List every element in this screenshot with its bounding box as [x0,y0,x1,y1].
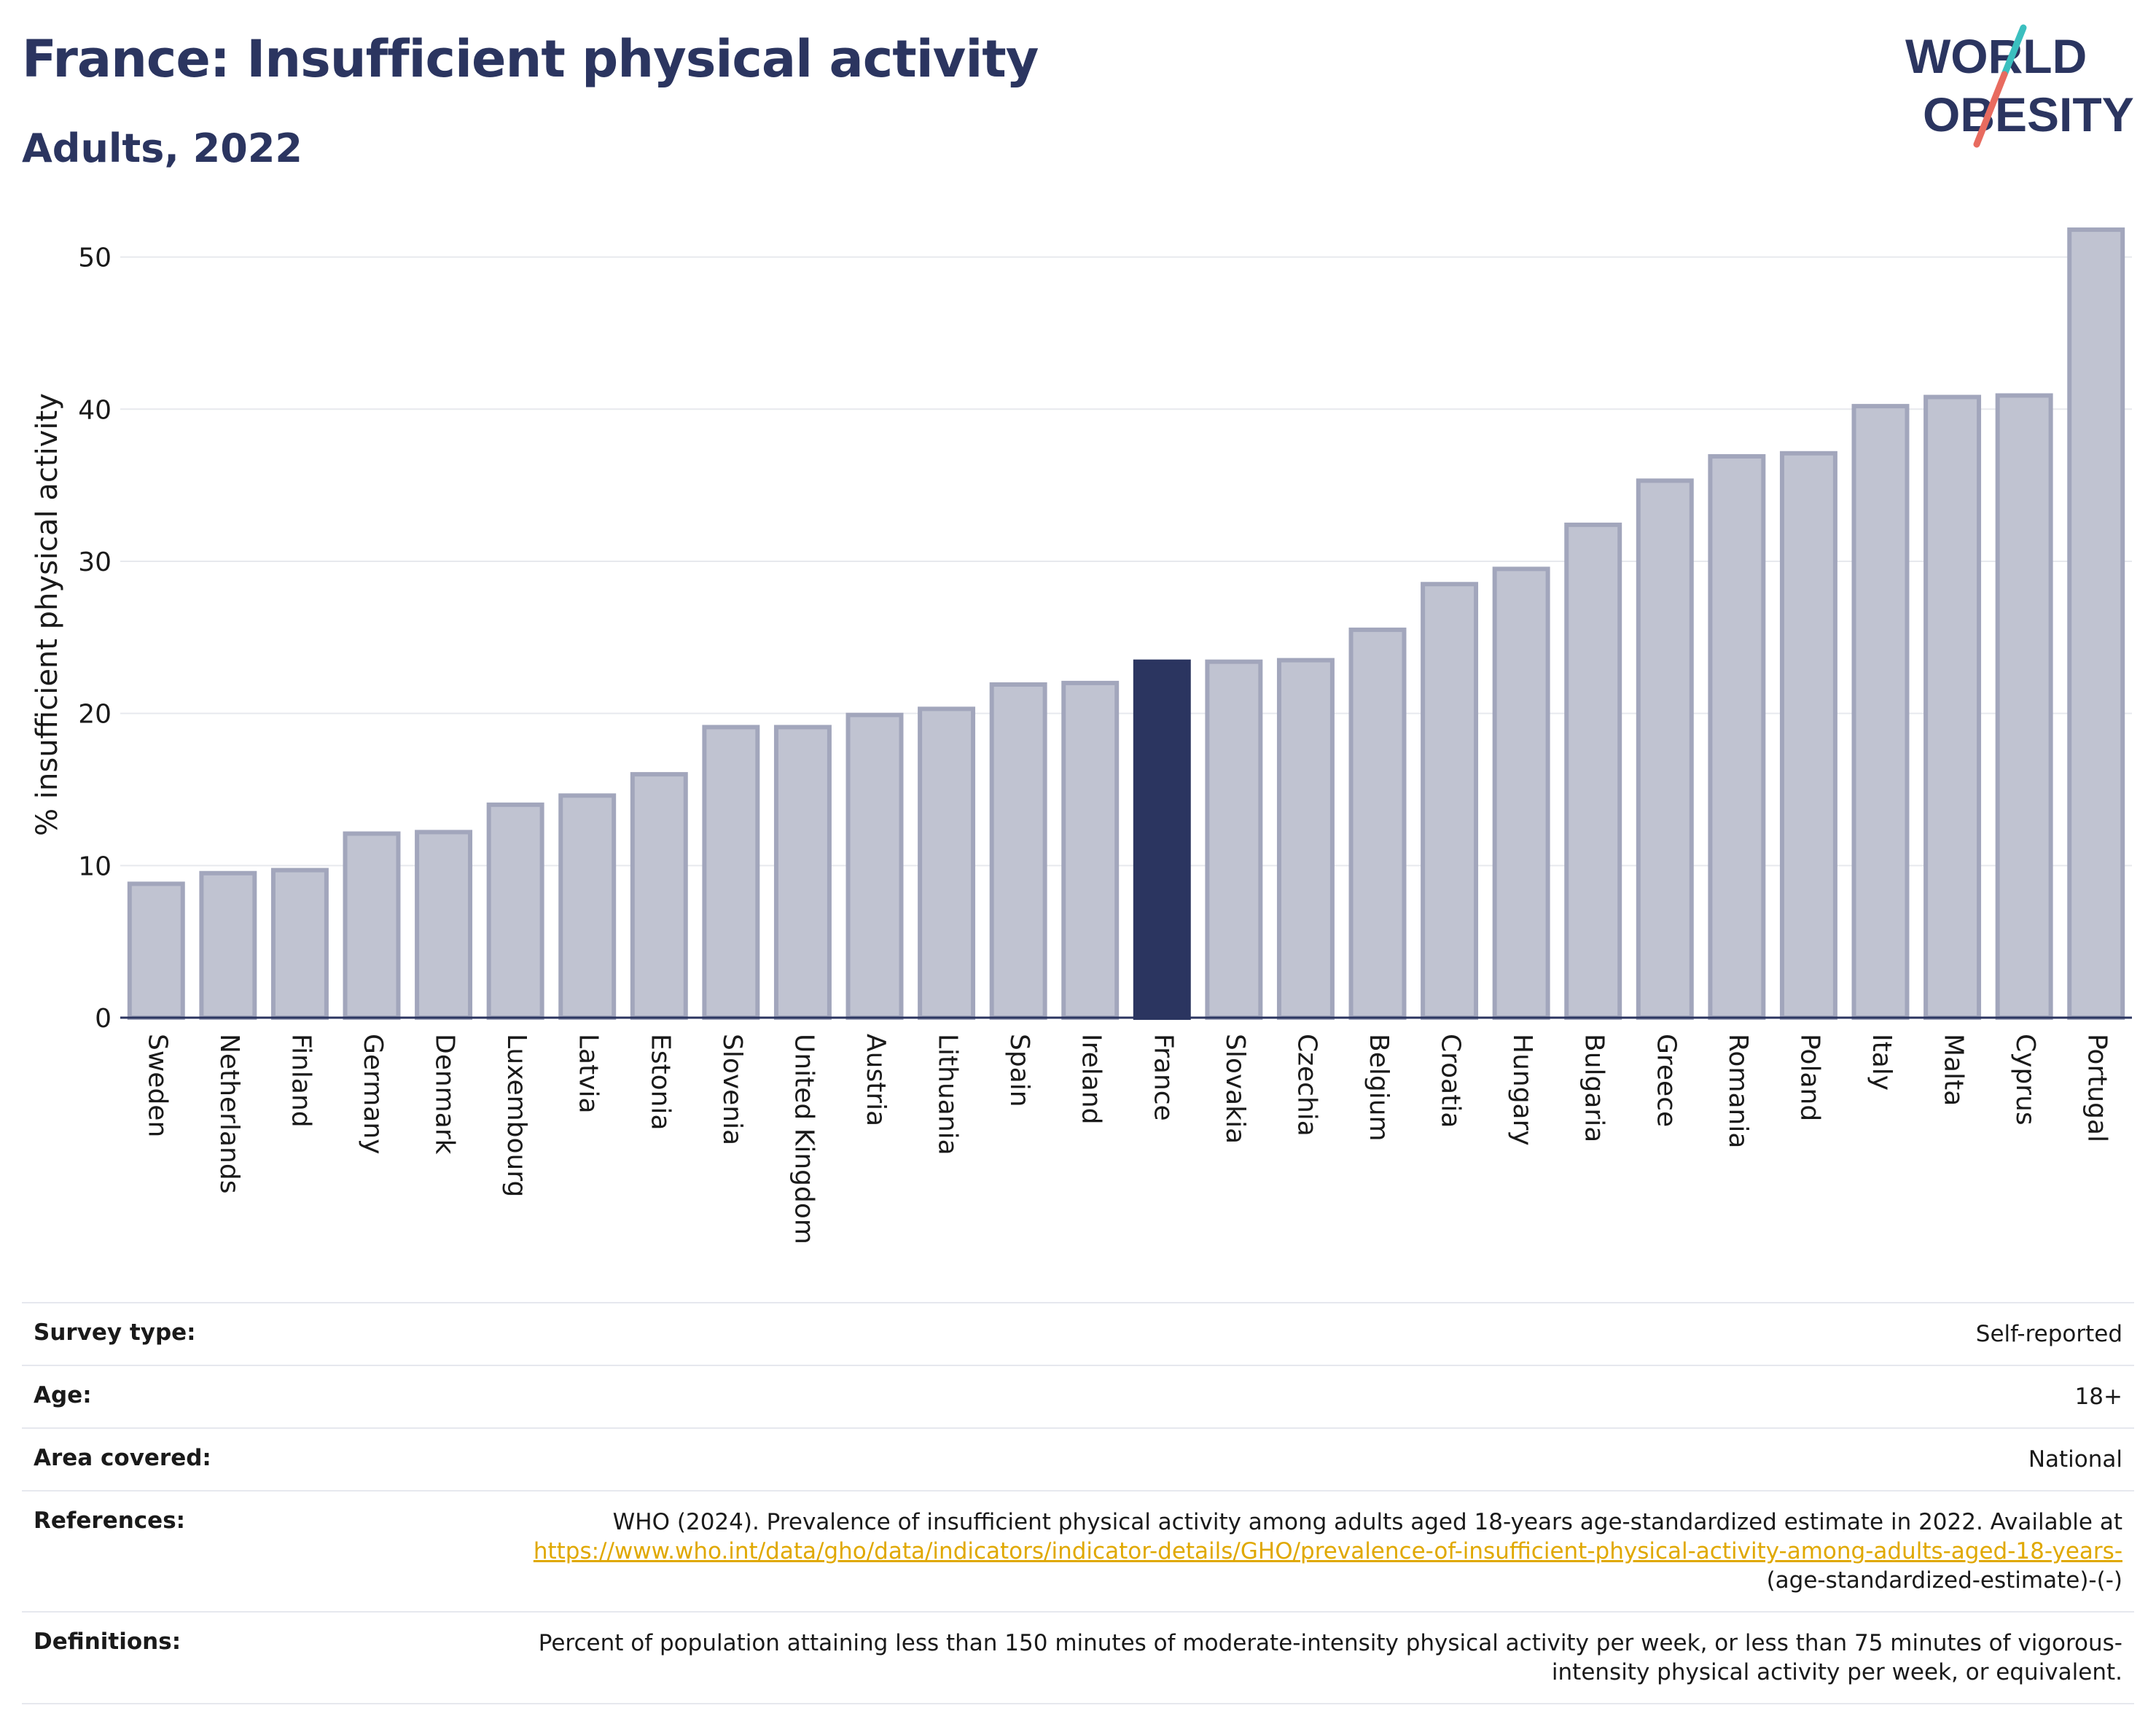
age-label: Age: [34,1382,92,1408]
definitions-value: Percent of population attaining less tha… [538,1630,2122,1685]
bar-slovakia [1205,659,1263,1020]
x-tick-label: Hungary [1507,1034,1537,1146]
bar-romania [1708,453,1766,1020]
bar-finland [270,868,329,1020]
x-tick-label: Estonia [645,1034,675,1131]
references-value: WHO (2024). Prevalence of insufficient p… [483,1508,2122,1595]
y-axis-ticks: 0 10 20 30 40 50 [78,243,112,1034]
y-tick-label: 0 [95,1004,112,1034]
y-tick-label: 50 [78,243,112,273]
bar-hungary [1492,566,1550,1020]
y-axis-label: % insufficient physical activity [31,393,64,836]
bar-portugal [2067,227,2125,1021]
page-subtitle: Adults, 2022 [22,125,302,171]
bar-czechia [1276,658,1335,1020]
x-tick-label: Portugal [2082,1034,2112,1142]
bar-cyprus [1995,393,2053,1020]
x-axis-labels: Sweden Netherlands Finland Germany Denmark Lu… [142,1034,2112,1244]
page-title: France: Insufficient physical activity [22,29,1039,89]
area-label: Area covered: [34,1445,211,1471]
survey-type-label: Survey type: [34,1319,196,1346]
y-tick-label: 30 [78,547,112,577]
survey-type-row: Survey type: Self-reported [22,1302,2134,1365]
x-tick-label: Luxembourg [501,1034,531,1197]
bar-sweden [127,881,185,1020]
x-tick-label: Sweden [142,1034,172,1137]
y-tick-label: 10 [78,851,112,881]
x-tick-label: Austria [861,1034,891,1126]
bar-italy [1851,404,1910,1020]
references-label: References: [34,1508,186,1534]
x-tick-label: Cyprus [2010,1034,2040,1126]
logo-line-2: OBESITY [1923,87,2134,141]
y-tick-label: 40 [78,395,112,425]
bar-austria [845,712,904,1020]
bar-luxembourg [486,802,544,1020]
x-tick-label: Spain [1004,1034,1034,1107]
age-row: Age: 18+ [22,1365,2134,1427]
bar-germany [343,831,401,1020]
references-link[interactable]: https://www.who.int/data/gho/data/indica… [533,1538,2122,1564]
bar-estonia [630,772,688,1020]
definitions-row: Definitions: Percent of population attai… [22,1611,2134,1704]
y-tick-label: 20 [78,700,112,730]
x-tick-label: Slovakia [1220,1034,1250,1144]
bar-belgium [1348,627,1407,1020]
x-tick-label: Belgium [1364,1034,1394,1142]
bar-latvia [558,793,617,1020]
x-tick-label: Malta [1939,1034,1969,1106]
bar-france [1133,659,1191,1020]
references-suffix: (age-standardized-estimate)-(-) [1766,1567,2122,1594]
bar-malta [1923,394,1982,1020]
definitions-label: Definitions: [34,1629,181,1655]
x-tick-label: Bulgaria [1579,1034,1609,1142]
logo-slash-teal [2001,24,2027,78]
bar-lithuania [918,706,976,1020]
x-tick-label: Greece [1651,1034,1681,1127]
x-tick-label: Ireland [1077,1034,1106,1125]
x-tick-label: Poland [1794,1034,1824,1121]
bar-slovenia [702,725,760,1021]
x-tick-label: Latvia [574,1034,604,1114]
references-text: WHO (2024). Prevalence of insufficient p… [612,1509,2122,1535]
x-tick-label: Romania [1723,1034,1753,1148]
bar-denmark [415,830,473,1020]
x-tick-label: Lithuania [933,1034,963,1155]
logo-slash-coral [1973,71,2008,148]
bar-chart: 0 10 20 30 40 50 Sweden Netherlands Finland Germ… [31,227,2132,1244]
bar-croatia [1421,582,1479,1020]
area-row: Area covered: National [22,1427,2134,1490]
age-value: 18+ [2074,1384,2122,1410]
bar-united-kingdom [773,725,832,1021]
x-tick-label: Czechia [1292,1034,1321,1136]
x-tick-label: Germany [358,1034,388,1154]
x-tick-label: Italy [1867,1034,1897,1091]
x-tick-label: Slovenia [717,1034,747,1145]
world-obesity-logo: WORLD OBESITY [1905,24,2134,148]
bar-netherlands [199,870,257,1020]
bar-bulgaria [1564,522,1622,1020]
bars [127,227,2125,1021]
logo-line-1: WORLD [1905,29,2087,83]
x-tick-label: United Kingdom [789,1034,819,1244]
bar-ireland [1061,680,1120,1020]
references-row: References: WHO (2024). Prevalence of in… [22,1490,2134,1611]
x-tick-label: France [1148,1034,1178,1121]
bar-poland [1779,451,1837,1020]
area-value: National [2028,1446,2122,1473]
x-tick-label: Netherlands [214,1034,244,1193]
x-tick-label: Croatia [1436,1034,1466,1128]
x-tick-label: Denmark [430,1034,460,1155]
bar-spain [989,682,1047,1020]
metadata-table: Survey type: Self-reported Age: 18+ Area… [22,1302,2134,1704]
bar-greece [1636,478,1694,1021]
x-tick-label: Finland [286,1034,316,1128]
survey-type-value: Self-reported [1975,1321,2122,1347]
